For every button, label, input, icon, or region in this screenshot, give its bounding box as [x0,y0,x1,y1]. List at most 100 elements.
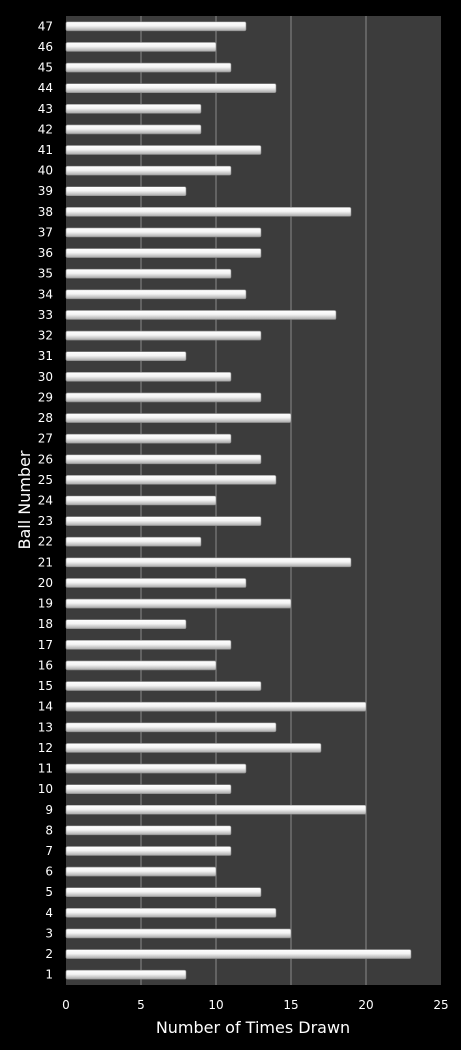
bar-ball-33 [65,310,337,320]
x-tick-label: 0 [62,998,70,1012]
bar-ball-43 [65,103,202,114]
bar-ball-26 [65,454,262,465]
bar-ball-22 [65,536,202,547]
bar-ball-39 [65,186,187,197]
y-tick-label: 17 [38,638,53,652]
x-tick-label: 10 [208,998,223,1012]
y-tick-label: 33 [38,308,53,322]
bar-ball-12 [65,743,322,753]
bar-ball-34 [65,289,247,300]
y-tick-label: 25 [38,473,53,487]
y-tick-label: 34 [38,287,53,301]
bar-ball-38 [65,207,352,217]
bar-ball-23 [65,516,262,526]
y-tick-label: 46 [38,40,53,54]
bar-ball-36 [65,248,262,258]
y-tick-label: 30 [38,370,53,384]
y-tick-label: 4 [45,906,53,920]
x-tick-label: 5 [137,998,145,1012]
y-tick-label: 45 [38,61,53,75]
y-tick-label: 14 [38,700,53,714]
bar-ball-28 [65,413,292,423]
y-tick-label: 39 [38,184,53,198]
bar-ball-2 [65,949,412,959]
bar-ball-40 [65,165,232,176]
y-axis-title: Ball Number [15,450,34,549]
y-tick-label: 47 [38,19,53,33]
y-tick-label: 36 [38,246,53,260]
bar-ball-21 [65,557,352,568]
bar-ball-4 [65,908,277,918]
bars [65,21,412,980]
x-tick-labels: 0 5 10 15 20 25 [62,998,448,1012]
bar-ball-30 [65,371,232,382]
bar-ball-35 [65,268,232,279]
bar-ball-14 [65,701,367,712]
bar-ball-16 [65,660,217,671]
y-tick-label: 15 [38,679,53,693]
bar-ball-32 [65,330,262,341]
y-tick-label: 27 [38,432,53,446]
bar-ball-29 [65,392,262,403]
x-tick-label: 25 [433,998,448,1012]
y-tick-label: 35 [38,267,53,281]
y-tick-label: 6 [45,865,53,879]
bar-ball-11 [65,763,247,774]
y-tick-label: 13 [38,720,53,734]
y-tick-label: 8 [45,823,53,837]
bar-ball-47 [65,21,247,32]
bar-ball-45 [65,62,232,73]
bar-ball-7 [65,846,232,856]
bar-ball-3 [65,928,292,939]
y-tick-labels: 1234567891011121314151617181920212223242… [38,19,53,981]
y-tick-label: 2 [45,947,53,961]
y-tick-label: 20 [38,576,53,590]
y-tick-label: 40 [38,164,53,178]
bar-ball-37 [65,227,262,238]
y-tick-label: 23 [38,514,53,528]
bar-ball-1 [65,969,187,980]
bar-ball-27 [65,433,232,444]
y-tick-label: 16 [38,658,53,672]
bar-ball-18 [65,619,187,630]
bar-ball-41 [65,145,262,155]
bar-ball-19 [65,598,292,609]
x-axis-title: Number of Times Drawn [156,1018,350,1037]
bar-ball-9 [65,804,367,815]
y-tick-label: 32 [38,329,53,343]
bar-ball-46 [65,42,217,52]
x-tick-label: 20 [358,998,373,1012]
y-tick-label: 26 [38,452,53,466]
y-tick-label: 5 [45,885,53,899]
x-tick-label: 15 [283,998,298,1012]
bar-ball-42 [65,124,202,135]
y-tick-label: 43 [38,102,53,116]
y-tick-label: 9 [45,803,53,817]
bar-ball-8 [65,825,232,836]
bar-ball-6 [65,866,217,877]
y-tick-label: 31 [38,349,53,363]
bar-ball-5 [65,887,262,898]
y-tick-label: 3 [45,926,53,940]
y-tick-label: 37 [38,225,53,239]
y-tick-label: 22 [38,535,53,549]
y-tick-label: 21 [38,555,53,569]
y-tick-label: 1 [45,968,53,982]
bar-ball-15 [65,681,262,691]
y-tick-label: 29 [38,390,53,404]
y-tick-label: 12 [38,741,53,755]
bar-ball-13 [65,722,277,733]
bar-ball-20 [65,578,247,588]
bar-ball-25 [65,475,277,485]
y-tick-label: 7 [45,844,53,858]
bar-ball-31 [65,351,187,361]
bar-ball-10 [65,784,232,794]
y-tick-label: 41 [38,143,53,157]
y-tick-label: 44 [38,81,53,95]
bar-ball-24 [65,495,217,506]
y-tick-label: 18 [38,617,53,631]
y-tick-label: 24 [38,494,53,508]
y-tick-label: 10 [38,782,53,796]
y-tick-label: 38 [38,205,53,219]
